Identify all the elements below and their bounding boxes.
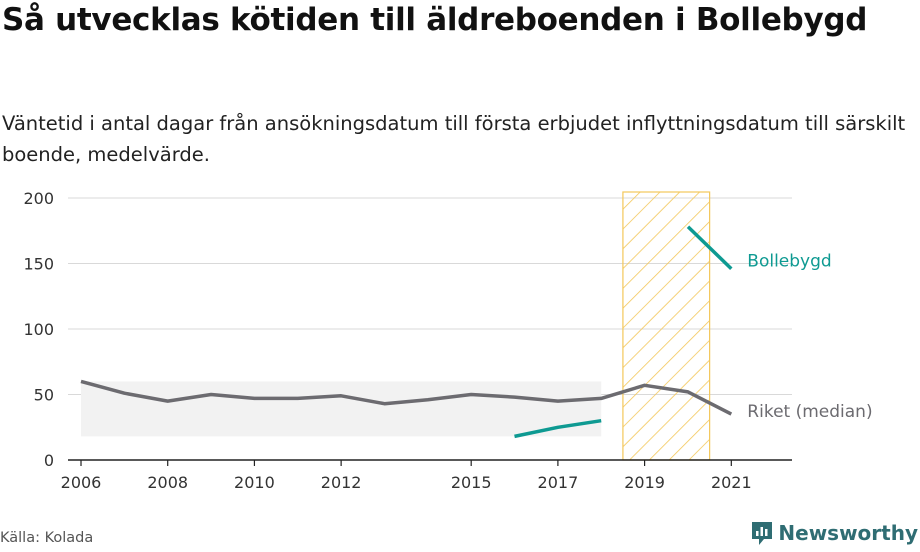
highlight-period <box>622 191 711 461</box>
brand-logo: Newsworthy <box>750 520 918 546</box>
series-label-bollebygd: Bollebygd <box>747 252 831 272</box>
x-tick-label-2021: 2021 <box>711 473 752 492</box>
series-label-riket-median: Riket (median) <box>747 402 872 422</box>
x-tick-label-2019: 2019 <box>624 473 665 492</box>
x-tick-label-2015: 2015 <box>451 473 492 492</box>
brand-name: Newsworthy <box>778 521 918 545</box>
y-tick-label-100: 100 <box>23 320 54 339</box>
x-tick-label-2006: 2006 <box>61 473 102 492</box>
series-line-bollebygd-0 <box>514 418 602 439</box>
series-line-riket-median-0 <box>80 379 733 416</box>
x-tick-label-2008: 2008 <box>147 473 188 492</box>
y-tick-label-200: 200 <box>23 189 54 208</box>
range-band <box>81 381 602 437</box>
y-tick-label-150: 150 <box>23 255 54 274</box>
page-title: Så utvecklas kötiden till äldreboenden i… <box>2 2 868 38</box>
x-tick-label-2010: 2010 <box>234 473 275 492</box>
newsworthy-logo-icon <box>752 522 773 545</box>
chart-subtitle: Väntetid i antal dagar från ansökningsda… <box>2 112 906 166</box>
y-tick-label-0: 0 <box>44 451 54 470</box>
y-tick-label-50: 50 <box>34 386 54 405</box>
source-note: Källa: Kolada <box>0 530 94 546</box>
x-tick-label-2012: 2012 <box>321 473 362 492</box>
series-line-bollebygd-1 <box>686 225 733 270</box>
x-tick-label-2017: 2017 <box>538 473 579 492</box>
